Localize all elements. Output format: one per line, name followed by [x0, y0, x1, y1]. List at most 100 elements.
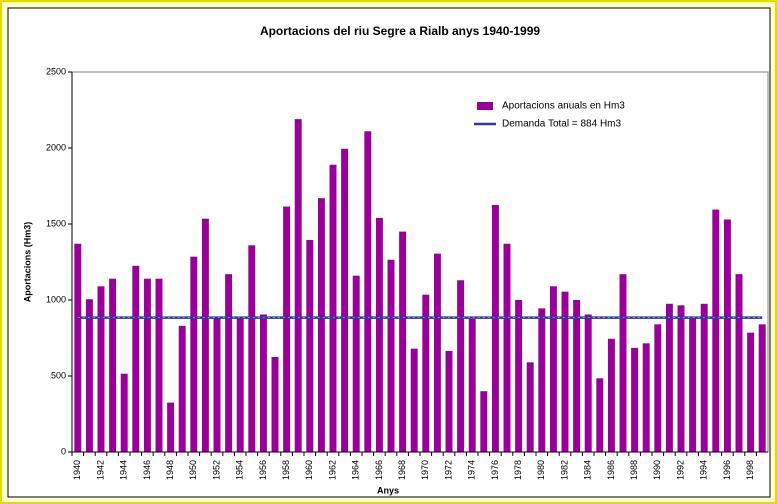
- bar: [190, 256, 198, 452]
- bar: [619, 274, 627, 452]
- y-tick-label: 500: [51, 370, 66, 380]
- legend-swatch: [477, 102, 493, 110]
- bar: [491, 205, 499, 452]
- x-tick-label: 1942: [95, 460, 105, 480]
- bar: [422, 294, 430, 452]
- bar: [120, 373, 128, 452]
- legend-label: Aportacions anuals en Hm3: [502, 101, 625, 112]
- x-tick-label: 1952: [211, 460, 221, 480]
- bar: [155, 278, 163, 452]
- bar: [747, 332, 755, 452]
- bar: [248, 245, 256, 452]
- x-tick-label: 1948: [165, 460, 175, 480]
- bar: [74, 243, 82, 452]
- bar: [271, 357, 279, 452]
- y-axis-label: Aportacions (Hm3): [22, 222, 32, 303]
- bar: [352, 275, 360, 452]
- bar: [468, 319, 476, 452]
- x-tick-label: 1996: [722, 460, 732, 480]
- bar: [677, 305, 685, 452]
- bar: [329, 164, 337, 452]
- bar: [480, 391, 488, 452]
- bar: [387, 259, 395, 452]
- bar: [306, 239, 314, 452]
- bar: [735, 274, 743, 452]
- x-tick-label: 1994: [699, 460, 709, 480]
- x-tick-label: 1946: [142, 460, 152, 480]
- bar: [410, 348, 418, 452]
- bar: [109, 278, 117, 452]
- bar: [375, 217, 383, 452]
- bar: [225, 274, 233, 452]
- x-tick-label: 1972: [443, 460, 453, 480]
- bar: [538, 308, 546, 452]
- bar: [526, 362, 534, 452]
- bar: [132, 265, 140, 452]
- x-tick-label: 1980: [536, 460, 546, 480]
- x-tick-label: 1992: [675, 460, 685, 480]
- bar: [573, 300, 581, 452]
- x-tick-label: 1976: [490, 460, 500, 480]
- x-tick-label: 1956: [258, 460, 268, 480]
- bar: [723, 219, 731, 452]
- bar: [143, 278, 151, 452]
- x-tick-label: 1982: [559, 460, 569, 480]
- x-axis-label: Anys: [377, 485, 399, 495]
- y-tick-label: 2000: [46, 142, 66, 152]
- bar: [758, 324, 766, 452]
- bar: [654, 324, 662, 452]
- bar: [445, 350, 453, 452]
- bar: [364, 131, 372, 452]
- x-tick-label: 1962: [327, 460, 337, 480]
- x-tick-label: 1958: [281, 460, 291, 480]
- x-tick-label: 1968: [397, 460, 407, 480]
- y-tick-label: 1500: [46, 218, 66, 228]
- x-tick-label: 1950: [188, 460, 198, 480]
- x-tick-label: 1966: [374, 460, 384, 480]
- x-tick-label: 1986: [606, 460, 616, 480]
- x-tick-label: 1964: [351, 460, 361, 480]
- bar: [317, 198, 325, 452]
- bar: [259, 314, 267, 452]
- bar: [201, 218, 209, 452]
- x-tick-label: 1970: [420, 460, 430, 480]
- bar: [515, 300, 523, 452]
- x-tick-label: 1998: [745, 460, 755, 480]
- x-tick-label: 1940: [72, 460, 82, 480]
- x-tick-label: 1978: [513, 460, 523, 480]
- chart-title: Aportacions del riu Segre a Rialb anys 1…: [260, 24, 540, 38]
- bar: [213, 318, 221, 452]
- bar: [97, 286, 105, 452]
- legend-label: Demanda Total = 884 Hm3: [502, 119, 621, 130]
- bar: [607, 338, 615, 452]
- bar: [689, 318, 697, 452]
- bar: [341, 148, 349, 452]
- bar: [561, 291, 569, 452]
- bar: [665, 303, 673, 452]
- bar: [700, 303, 708, 452]
- bar: [549, 286, 557, 452]
- bar: [596, 378, 604, 452]
- bar: [584, 314, 592, 452]
- bar: [642, 343, 650, 452]
- bar: [399, 231, 407, 452]
- x-tick-label: 1988: [629, 460, 639, 480]
- x-tick-label: 1984: [583, 460, 593, 480]
- bar: [283, 206, 291, 452]
- x-tick-label: 1974: [467, 460, 477, 480]
- bar: [167, 402, 175, 452]
- y-tick-label: 1000: [46, 294, 66, 304]
- bar: [85, 299, 93, 452]
- x-tick-label: 1990: [652, 460, 662, 480]
- bar: [433, 253, 441, 452]
- x-tick-label: 1944: [119, 460, 129, 480]
- x-tick-label: 1960: [304, 460, 314, 480]
- bar: [457, 280, 465, 452]
- bar: [712, 209, 720, 452]
- x-tick-label: 1954: [235, 460, 245, 480]
- bar: [294, 119, 302, 453]
- bar: [236, 318, 244, 452]
- y-tick-label: 2500: [46, 66, 66, 76]
